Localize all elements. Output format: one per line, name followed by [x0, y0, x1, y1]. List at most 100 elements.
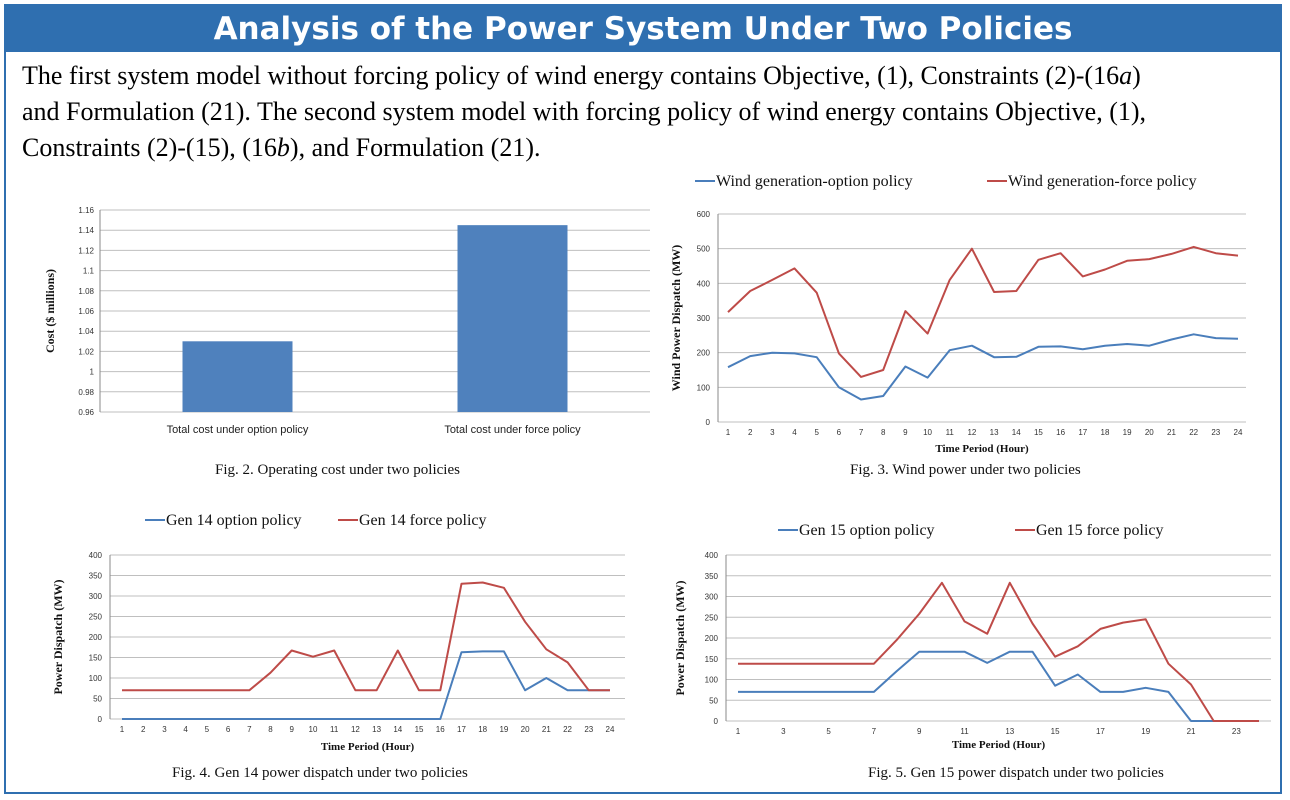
x-tick-label: 14	[1012, 428, 1021, 437]
series-line	[738, 650, 1259, 722]
series-line	[738, 581, 1259, 722]
y-tick-label: 150	[705, 655, 719, 664]
fig5-caption: Fig. 5. Gen 15 power dispatch under two …	[868, 765, 1164, 781]
y-tick-label: 300	[89, 592, 103, 601]
x-tick-label: 3	[162, 725, 167, 734]
fig4-gen14-line-chart: Gen 14 option policy Gen 14 force policy 0…	[51, 512, 625, 753]
y-tick-label: 50	[709, 696, 718, 705]
x-tick-label: 22	[563, 725, 572, 734]
series-line	[122, 581, 610, 692]
y-tick-label: 500	[697, 245, 711, 254]
x-tick-label: 23	[584, 725, 593, 734]
x-tick-label: 12	[967, 428, 976, 437]
y-tick-label: 0	[706, 418, 711, 427]
x-tick-label: 2	[141, 725, 146, 734]
y-tick-label: 50	[93, 695, 102, 704]
legend-label: Gen 14 force policy	[359, 512, 487, 529]
bar	[182, 341, 293, 412]
intro-line-3: Constraints (2)-(15), (16b), and Formula…	[22, 133, 541, 162]
x-tick-label: 5	[826, 727, 831, 736]
series-line	[727, 333, 1239, 401]
y-tick-label: 1.06	[78, 307, 94, 316]
x-tick-label: 1	[120, 725, 125, 734]
x-axis-label: Time Period (Hour)	[321, 741, 415, 753]
x-tick-label: 9	[917, 727, 922, 736]
y-tick-label: 1.1	[83, 267, 95, 276]
x-tick-label: 24	[606, 725, 615, 734]
x-tick-label: 3	[781, 727, 786, 736]
x-tick-label: 10	[923, 428, 932, 437]
y-tick-label: 600	[697, 210, 711, 219]
y-tick-label: 200	[705, 634, 719, 643]
y-axis-label: Cost ($ millions)	[43, 269, 57, 353]
x-tick-label: 17	[1096, 727, 1105, 736]
x-tick-label: 4	[792, 428, 797, 437]
x-tick-label: 15	[1051, 727, 1060, 736]
x-tick-label: 17	[457, 725, 466, 734]
y-tick-label: 0	[714, 717, 719, 726]
y-tick-label: 0.96	[78, 408, 94, 417]
x-axis-label: Time Period (Hour)	[952, 739, 1046, 751]
x-tick-label: 7	[872, 727, 877, 736]
legend-label: Wind generation-force policy	[1008, 173, 1197, 190]
x-axis-label: Time Period (Hour)	[935, 443, 1029, 455]
x-category-label: Total cost under force policy	[444, 424, 581, 436]
intro-line-1: The first system model without forcing p…	[22, 61, 1141, 90]
x-tick-label: 16	[1056, 428, 1065, 437]
y-tick-label: 250	[89, 613, 103, 622]
x-tick-label: 18	[478, 725, 487, 734]
x-tick-label: 1	[726, 428, 731, 437]
x-tick-label: 6	[837, 428, 842, 437]
x-tick-label: 8	[268, 725, 273, 734]
x-tick-label: 5	[814, 428, 819, 437]
x-tick-label: 11	[330, 725, 339, 734]
legend-label: Wind generation-option policy	[716, 173, 913, 190]
x-tick-label: 11	[946, 428, 955, 437]
poster-frame	[4, 4, 1282, 794]
y-tick-label: 300	[705, 593, 719, 602]
x-tick-label: 17	[1078, 428, 1087, 437]
fig4-caption: Fig. 4. Gen 14 power dispatch under two …	[172, 765, 468, 781]
series-line	[727, 245, 1239, 378]
x-tick-label: 13	[1005, 727, 1014, 736]
x-tick-label: 20	[1145, 428, 1154, 437]
x-tick-label: 16	[436, 725, 445, 734]
y-axis-label: Wind Power Dispatch (MW)	[669, 245, 683, 392]
y-tick-label: 1.02	[78, 347, 94, 356]
x-tick-label: 15	[415, 725, 424, 734]
series-line	[122, 650, 610, 720]
y-tick-label: 1.04	[78, 327, 94, 336]
x-tick-label: 18	[1101, 428, 1110, 437]
x-tick-label: 21	[542, 725, 551, 734]
x-tick-label: 1	[736, 727, 741, 736]
y-axis-label: Power Dispatch (MW)	[673, 580, 687, 695]
fig2-caption: Fig. 2. Operating cost under two policie…	[215, 462, 460, 478]
y-tick-label: 200	[89, 633, 103, 642]
fig5-gen15-line-chart: Gen 15 option policy Gen 15 force policy 0…	[673, 522, 1271, 751]
y-tick-label: 400	[89, 551, 103, 560]
x-tick-label: 24	[1234, 428, 1243, 437]
y-tick-label: 200	[697, 349, 711, 358]
x-tick-label: 2	[748, 428, 753, 437]
x-tick-label: 8	[881, 428, 886, 437]
y-tick-label: 250	[705, 613, 719, 622]
y-tick-label: 350	[705, 572, 719, 581]
x-tick-label: 9	[903, 428, 908, 437]
legend-label: Gen 15 option policy	[799, 522, 935, 539]
y-tick-label: 0.98	[78, 388, 94, 397]
x-tick-label: 20	[521, 725, 530, 734]
x-tick-label: 21	[1167, 428, 1176, 437]
fig3-caption: Fig. 3. Wind power under two policies	[850, 462, 1081, 478]
y-axis-label: Power Dispatch (MW)	[51, 579, 65, 694]
x-tick-label: 14	[393, 725, 402, 734]
intro-paragraph: The first system model without forcing p…	[22, 58, 1272, 166]
x-tick-label: 11	[960, 727, 969, 736]
y-tick-label: 1	[90, 368, 95, 377]
x-tick-label: 9	[290, 725, 295, 734]
x-tick-label: 7	[859, 428, 864, 437]
x-tick-label: 13	[372, 725, 381, 734]
x-tick-label: 5	[205, 725, 210, 734]
y-tick-label: 1.14	[78, 226, 94, 235]
x-tick-label: 22	[1189, 428, 1198, 437]
x-tick-label: 10	[309, 725, 318, 734]
